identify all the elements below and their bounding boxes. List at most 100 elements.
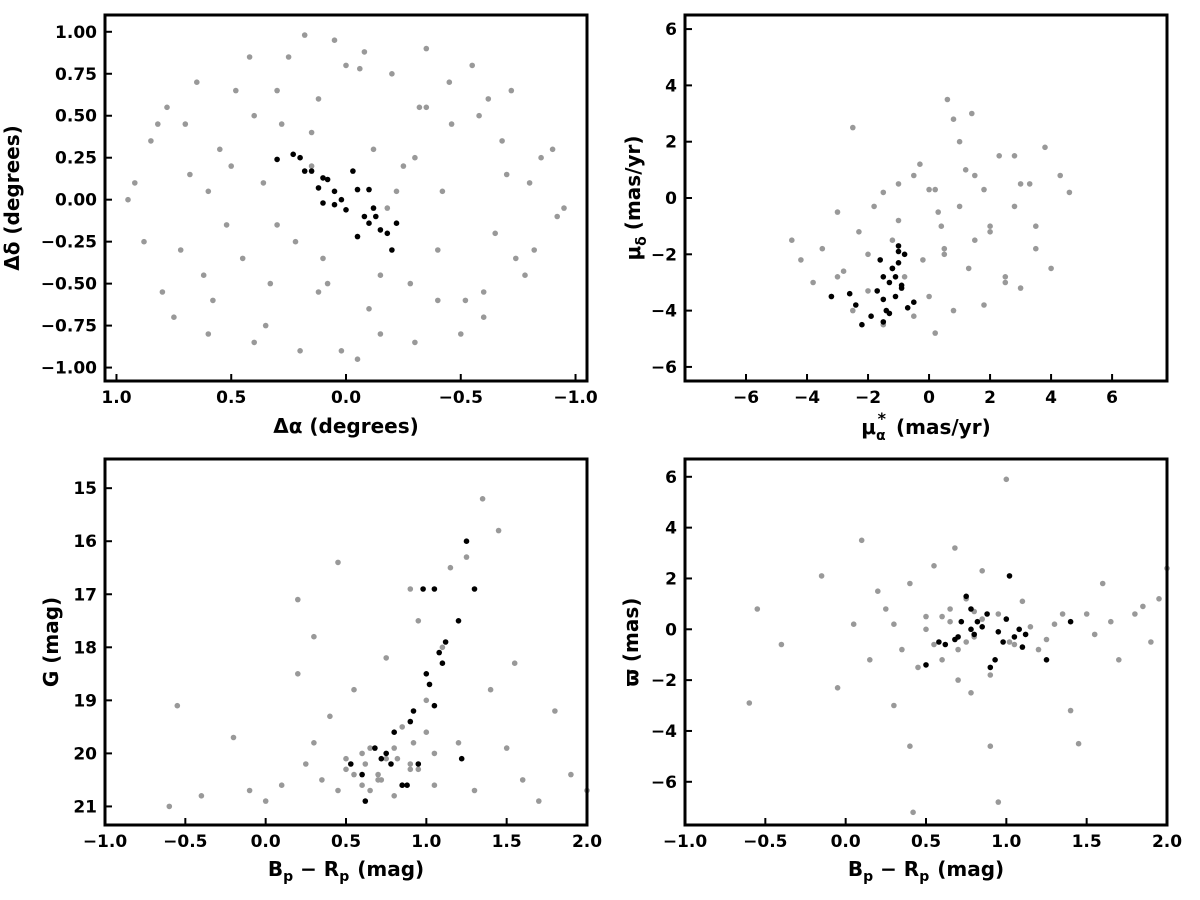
y-tick-label: −6 <box>651 773 677 793</box>
x-axis-label: Bp − Rp (mag) <box>848 857 1004 885</box>
field-star-point <box>1057 172 1063 179</box>
member-star-point <box>391 729 398 735</box>
member-star-point <box>955 634 961 640</box>
field-star-point <box>996 153 1002 159</box>
field-star-point <box>357 65 363 72</box>
x-axis-label: Δα (degrees) <box>273 414 419 438</box>
y-tick-label: 0.75 <box>55 65 97 85</box>
field-star-point <box>476 112 482 119</box>
field-star-point <box>568 771 574 778</box>
field-star-point <box>274 222 280 228</box>
x-tick-label: 0.5 <box>911 832 941 852</box>
field-star-point <box>370 146 377 153</box>
member-star-point <box>963 593 969 600</box>
y-tick-label: 0.50 <box>55 107 97 127</box>
member-star-point <box>1067 618 1074 625</box>
y-tick-label: 6 <box>665 20 677 40</box>
field-star-point <box>819 245 826 252</box>
member-star-point <box>968 626 974 633</box>
member-star-point <box>895 260 902 266</box>
field-star-point <box>834 274 841 280</box>
field-star-point <box>274 87 280 94</box>
member-star-point <box>389 247 395 253</box>
field-star-point <box>301 32 308 38</box>
member-star-point <box>308 168 315 174</box>
field-star-point <box>480 289 487 295</box>
y-tick-label: 1.00 <box>55 23 97 43</box>
field-star-point <box>511 660 518 666</box>
field-star-point <box>1011 203 1018 210</box>
field-star-point <box>148 138 154 144</box>
field-star-point <box>1011 153 1018 159</box>
field-star-point <box>911 313 917 320</box>
x-tick-label: 0.0 <box>831 832 861 852</box>
x-tick-label: 0 <box>923 388 935 408</box>
member-star-point <box>366 220 372 226</box>
points-layer <box>746 476 1170 816</box>
member-star-point <box>343 207 349 213</box>
field-star-point <box>1148 639 1154 645</box>
x-tick-label: −1.0 <box>83 832 128 852</box>
field-star-point <box>910 809 916 816</box>
member-star-point <box>859 321 865 328</box>
field-star-point <box>895 181 902 187</box>
field-star-point <box>366 306 372 312</box>
field-star-point <box>981 302 987 308</box>
field-star-point <box>995 611 1002 617</box>
field-star-point <box>923 613 929 620</box>
y-tick-label: 0 <box>665 189 677 209</box>
x-ticks: −1.0 −0.5 0.0 0.5 1.0 1.5 2.0 <box>83 818 602 852</box>
points-layer <box>125 32 567 363</box>
field-star-point <box>480 314 487 321</box>
field-star-point <box>920 257 926 263</box>
field-star-point <box>867 657 873 663</box>
member-star-point <box>1011 634 1018 640</box>
member-star-point <box>320 175 326 181</box>
field-star-point <box>292 238 299 245</box>
x-tick-label: 4 <box>1045 388 1057 408</box>
member-star-point <box>987 664 994 671</box>
member-star-point <box>828 293 835 300</box>
field-star-point <box>141 238 147 245</box>
field-star-point <box>463 554 470 560</box>
field-star-point <box>251 112 257 119</box>
field-star-point <box>383 755 390 762</box>
field-star-point <box>400 163 407 169</box>
x-tick-label: 1.0 <box>411 832 441 852</box>
field-star-point <box>889 237 896 243</box>
x-tick-label: 1.0 <box>991 832 1021 852</box>
field-star-point <box>1019 598 1026 605</box>
field-star-point <box>554 213 560 220</box>
field-star-point <box>952 545 958 551</box>
field-star-point <box>850 307 856 314</box>
y-tick-label: 17 <box>73 585 97 605</box>
member-star-point <box>923 662 929 668</box>
y-tick-label: 21 <box>73 797 97 817</box>
field-star-point <box>198 793 205 799</box>
y-tick-label: −0.25 <box>41 233 97 253</box>
field-star-point <box>1033 223 1039 229</box>
field-star-point <box>303 761 309 767</box>
field-star-point <box>891 621 897 627</box>
x-axis-label-unit: (mag) <box>937 857 1004 881</box>
member-star-point <box>331 188 338 195</box>
y-tick-label: 2 <box>665 133 677 153</box>
field-star-point <box>267 280 274 287</box>
field-star-point <box>875 588 881 594</box>
field-star-point <box>200 272 207 279</box>
field-star-point <box>415 618 422 624</box>
field-star-point <box>407 766 414 773</box>
y-tick-label: 0.00 <box>55 191 97 211</box>
y-tick-label: 0 <box>665 620 677 640</box>
x-axis-label-mid: − R <box>293 857 339 881</box>
x-ticks: −6 −4 −2 0 2 4 6 <box>733 374 1118 408</box>
field-star-point <box>865 251 871 258</box>
member-star-point <box>331 201 338 208</box>
field-star-point <box>246 787 253 794</box>
field-star-point <box>171 314 177 321</box>
field-star-point <box>262 322 269 329</box>
field-star-point <box>834 685 841 691</box>
field-star-point <box>471 787 478 794</box>
field-star-point <box>205 331 212 337</box>
